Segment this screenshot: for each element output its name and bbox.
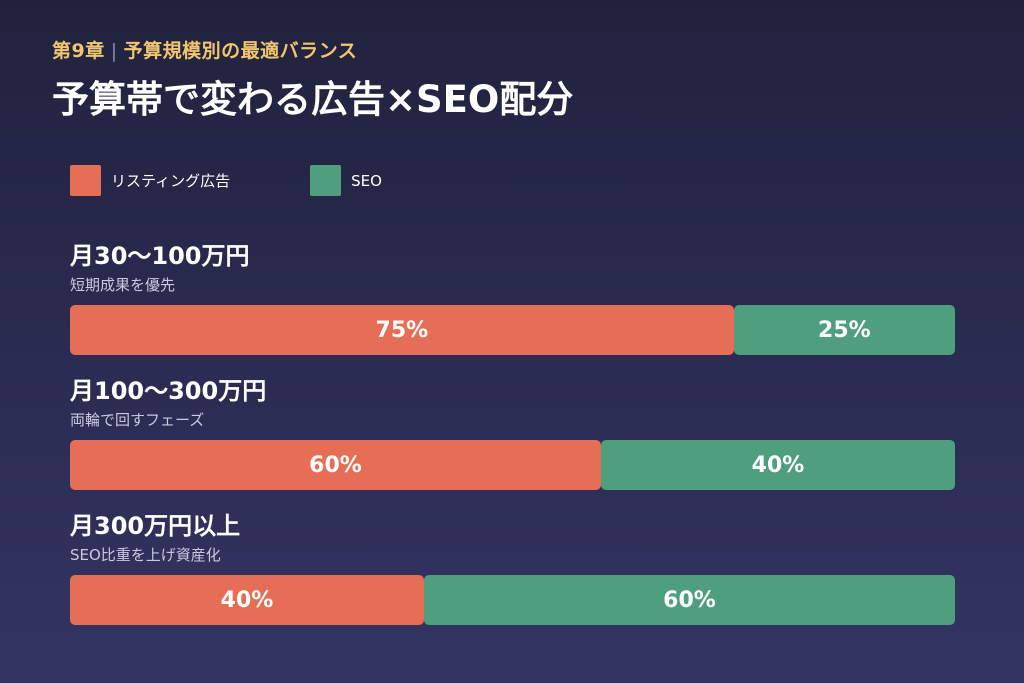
stacked-bar: 60% 40% [70,440,955,490]
bar-segment-listing: 75% [70,305,734,355]
tier-subtitle: 短期成果を優先 [70,276,176,294]
bar-segment-seo: 60% [424,575,955,625]
bar-segment-listing: 60% [70,440,601,490]
bar-value-label: 40% [220,587,274,613]
bar-value-label: 60% [663,587,716,613]
tier-title: 月300万円以上 [70,512,241,540]
bar-value-label: 25% [818,317,871,343]
bar-value-label: 60% [309,452,362,478]
chapter-title: 予算規模別の最適バランス [123,40,358,62]
bar-value-label: 75% [375,317,429,343]
tier-title: 月100〜300万円 [70,377,267,405]
tier-2: 月100〜300万円 両輪で回すフェーズ 60% 40% [70,371,955,490]
stacked-bar: 40% 60% [70,575,955,625]
chapter-separator: | [110,40,118,62]
legend-swatch-seo [310,165,342,196]
tier-title: 月30〜100万円 [70,242,250,270]
tier-3: 月300万円以上 SEO比重を上げ資産化 40% 60% [70,506,955,625]
tier-1: 月30〜100万円 短期成果を優先 75% 25% [70,236,955,355]
chart-legend: リスティング広告 SEO [70,165,462,196]
stacked-bar: 75% 25% [70,305,955,355]
chapter-line: 第9章 | 予算規模別の最適バランス [52,36,573,63]
bar-value-label: 40% [751,452,805,478]
tier-subtitle: 両輪で回すフェーズ [70,411,205,429]
bar-segment-listing: 40% [70,575,424,625]
legend-label-listing: リスティング広告 [111,172,231,190]
header: 第9章 | 予算規模別の最適バランス 予算帯で変わる広告×SEO配分 [52,36,573,123]
legend-item-listing: リスティング広告 [70,165,230,196]
bar-segment-seo: 40% [601,440,955,490]
chapter-number: 第9章 [52,40,105,62]
legend-item-seo: SEO [310,165,382,196]
bar-segment-seo: 25% [733,305,955,355]
tier-subtitle: SEO比重を上げ資産化 [70,546,221,564]
legend-swatch-listing [70,165,101,196]
legend-label-seo: SEO [351,171,382,190]
page-title: 予算帯で変わる広告×SEO配分 [52,78,574,121]
